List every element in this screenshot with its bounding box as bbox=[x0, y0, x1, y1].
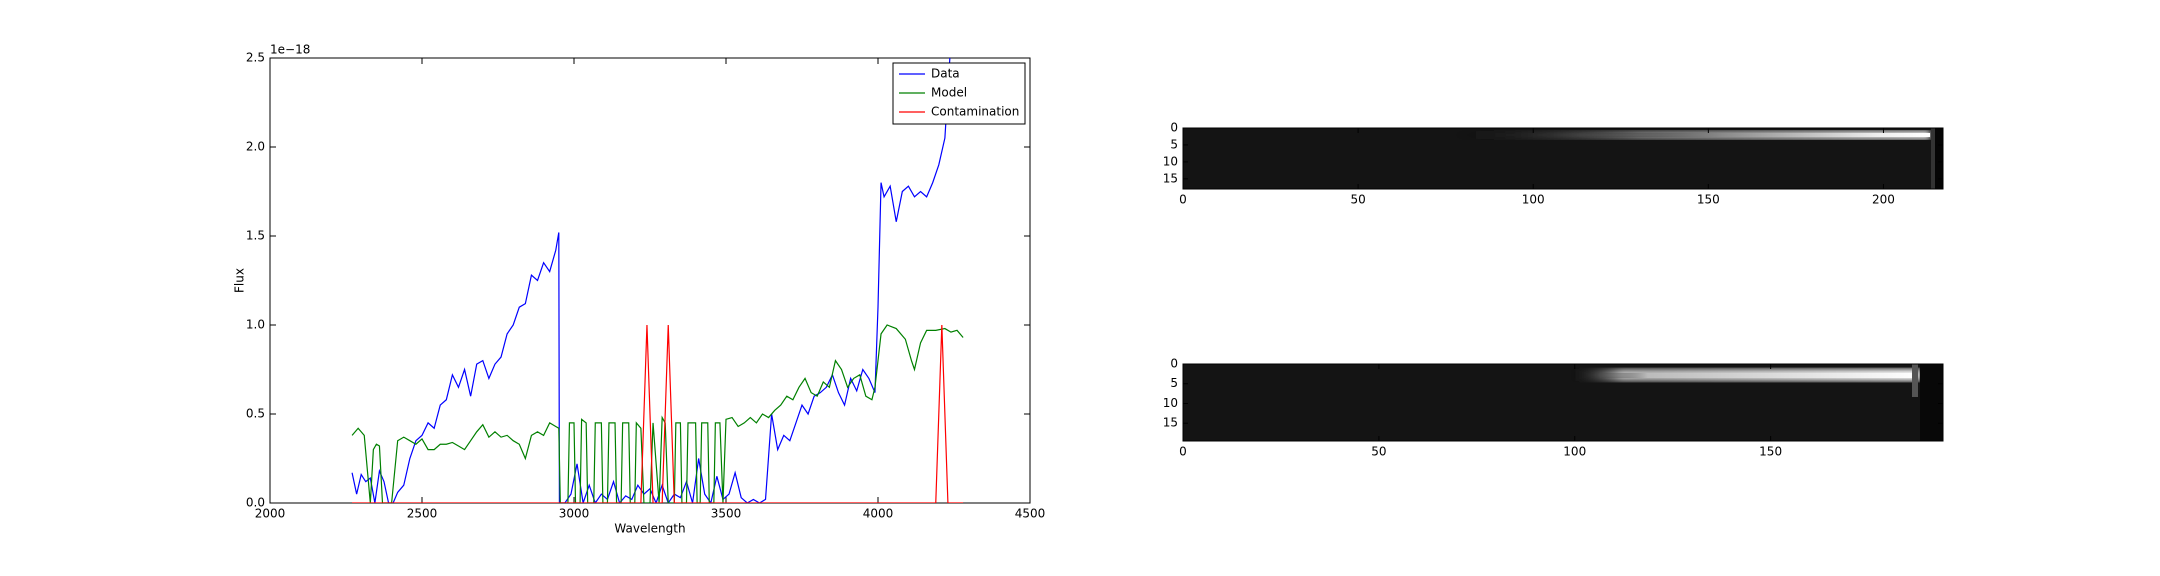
y-tick-label: 0 bbox=[1170, 121, 1178, 135]
series-line bbox=[351, 58, 951, 503]
y-tick-label: 5 bbox=[1170, 137, 1178, 151]
image-1 bbox=[1183, 128, 1943, 189]
x-tick-label: 150 bbox=[1697, 193, 1720, 207]
x-tick-label: 50 bbox=[1350, 193, 1365, 207]
y-tick-label: 2.0 bbox=[246, 140, 265, 154]
y-tick-label: 15 bbox=[1163, 171, 1178, 185]
y-tick-label: 0 bbox=[1170, 357, 1178, 371]
image-2 bbox=[1183, 364, 1943, 441]
x-tick-label: 0 bbox=[1179, 445, 1187, 459]
y-tick-label: 5 bbox=[1170, 376, 1178, 390]
y-axis-label: Flux bbox=[233, 268, 247, 293]
legend-label: Model bbox=[931, 86, 967, 100]
y-tick-label: 15 bbox=[1163, 416, 1178, 430]
y-tick-label: 1.5 bbox=[246, 229, 265, 243]
x-tick-label: 2500 bbox=[407, 507, 438, 521]
x-tick-label: 4500 bbox=[1015, 507, 1046, 521]
y-tick-label: 10 bbox=[1163, 396, 1178, 410]
x-tick-label: 100 bbox=[1522, 193, 1545, 207]
legend-label: Contamination bbox=[931, 105, 1019, 119]
x-tick-label: 3000 bbox=[559, 507, 590, 521]
axes-frame bbox=[1182, 127, 1944, 190]
y-tick-label: 2.5 bbox=[246, 51, 265, 65]
series-line bbox=[351, 324, 964, 503]
y-tick-label: 1.0 bbox=[246, 318, 265, 332]
x-tick-label: 100 bbox=[1563, 445, 1586, 459]
plot-area bbox=[351, 58, 964, 503]
offset-text: 1e−18 bbox=[270, 43, 310, 57]
x-axis-label: Wavelength bbox=[614, 522, 685, 536]
x-tick-label: 150 bbox=[1759, 445, 1782, 459]
y-tick-label: 0.0 bbox=[246, 496, 265, 510]
x-tick-label: 200 bbox=[1872, 193, 1895, 207]
axes-frame bbox=[269, 57, 1031, 504]
x-tick-label: 3500 bbox=[711, 507, 742, 521]
y-tick-label: 10 bbox=[1163, 154, 1178, 168]
legend-label: Data bbox=[931, 67, 960, 81]
x-tick-label: 2000 bbox=[255, 507, 286, 521]
y-tick-label: 0.5 bbox=[246, 407, 265, 421]
x-tick-label: 0 bbox=[1179, 193, 1187, 207]
series-line bbox=[352, 324, 964, 503]
x-tick-label: 50 bbox=[1371, 445, 1386, 459]
x-tick-label: 4000 bbox=[863, 507, 894, 521]
axes-frame bbox=[1182, 363, 1944, 442]
